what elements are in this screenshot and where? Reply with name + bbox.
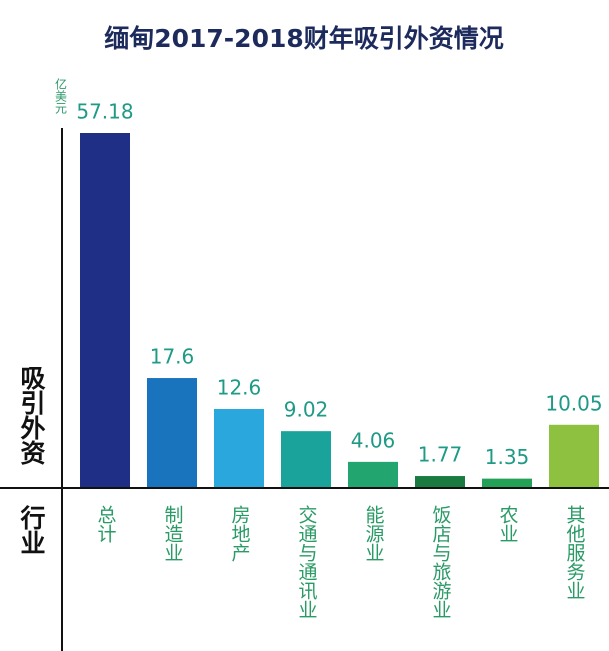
- bar: [80, 133, 130, 487]
- x-tick-label: 房地产: [229, 505, 251, 562]
- y-axis-label: 吸引外资: [17, 365, 46, 466]
- chart-title: 缅甸2017-2018财年吸引外资情况: [104, 24, 504, 53]
- x-tick-label: 制造业: [162, 505, 184, 562]
- value-label: 1.35: [485, 445, 530, 469]
- value-label: 12.6: [217, 375, 262, 399]
- x-tick-label: 能源业: [363, 505, 385, 562]
- value-label: 1.77: [418, 443, 463, 467]
- bar: [482, 478, 532, 487]
- bar: [549, 424, 599, 487]
- unit-label: 亿美元: [54, 77, 68, 115]
- value-label: 9.02: [284, 398, 329, 422]
- bar: [214, 408, 264, 487]
- x-tick-label: 总计: [95, 505, 117, 543]
- x-axis-label: 行业: [17, 505, 47, 555]
- x-tick-label: 交通与通讯业: [296, 505, 318, 619]
- value-label: 4.06: [351, 428, 396, 452]
- x-tick-label: 其他服务业: [564, 505, 586, 600]
- x-tick-label: 农业: [497, 505, 519, 543]
- value-label: 17.6: [150, 345, 195, 369]
- bar: [281, 431, 331, 487]
- value-label: 57.18: [76, 100, 133, 124]
- value-label: 10.05: [545, 391, 602, 415]
- bar: [348, 461, 398, 487]
- bar: [415, 476, 465, 487]
- x-tick-label: 饭店与旅游业: [430, 505, 452, 619]
- bar: [147, 378, 197, 487]
